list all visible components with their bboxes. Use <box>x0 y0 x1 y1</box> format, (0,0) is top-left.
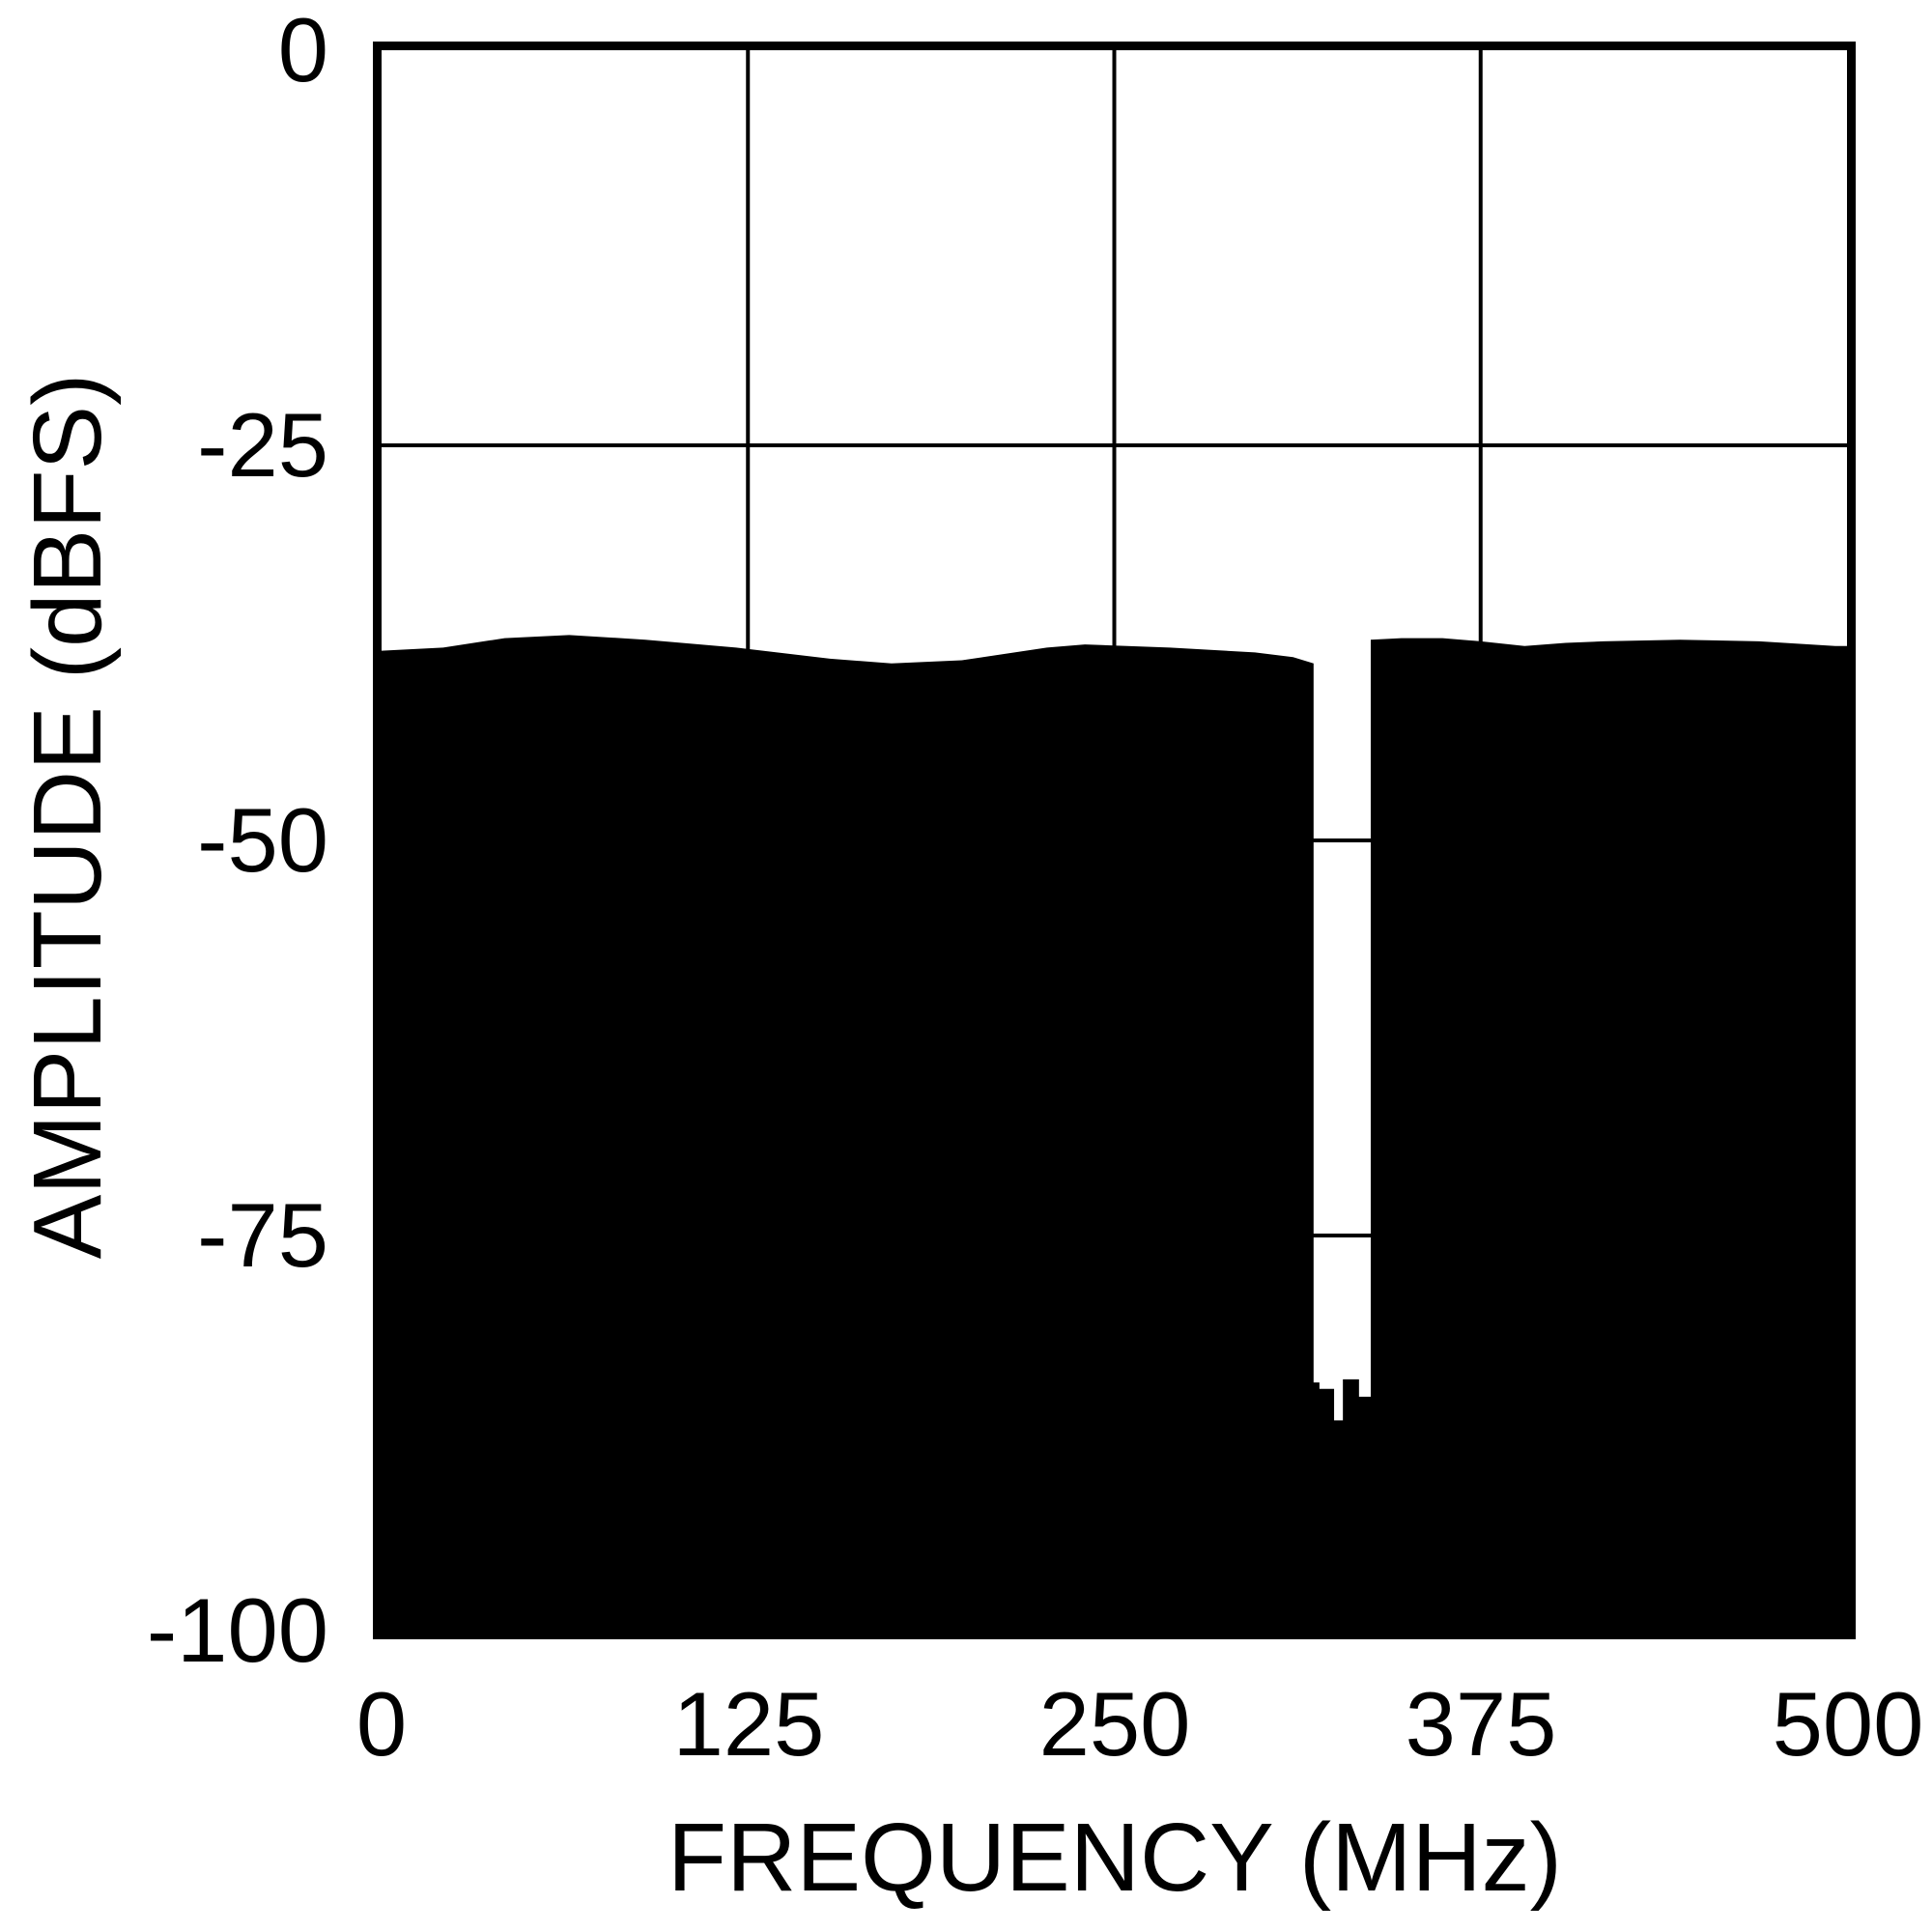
x-tick-label: 500 <box>1772 1673 1924 1775</box>
y-tick-label: 0 <box>277 0 328 100</box>
spectrum-svg <box>382 50 1847 1631</box>
x-tick-label: 375 <box>1405 1673 1557 1775</box>
plot-area <box>373 42 1856 1639</box>
x-axis-title: FREQUENCY (MHz) <box>668 1804 1562 1912</box>
x-tick-label: 125 <box>672 1673 825 1775</box>
y-tick-label: -100 <box>146 1579 328 1681</box>
x-tick-label: 250 <box>1038 1673 1191 1775</box>
spectrum-fill <box>382 635 1847 1631</box>
y-tick-label: -50 <box>197 789 328 891</box>
x-tick-label: 0 <box>355 1673 408 1775</box>
y-tick-label: -25 <box>197 394 328 496</box>
y-tick-label: -75 <box>197 1184 328 1286</box>
